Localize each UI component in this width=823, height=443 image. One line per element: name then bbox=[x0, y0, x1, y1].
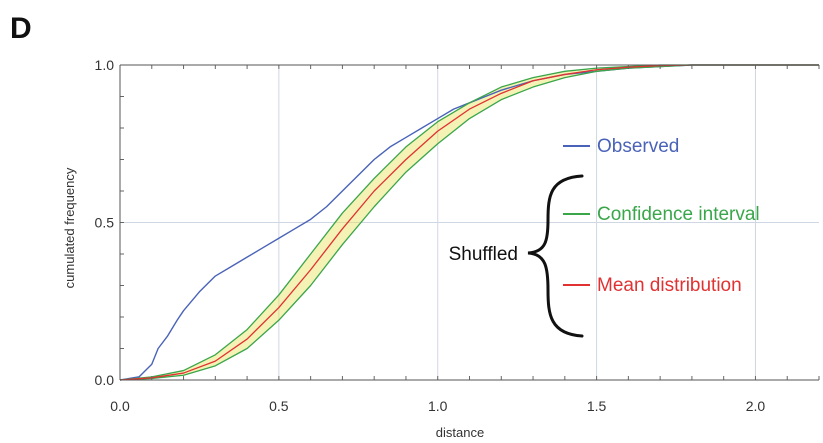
x-tick-label: 0.5 bbox=[269, 398, 289, 414]
y-tick-label: 1.0 bbox=[95, 57, 115, 73]
y-tick-label: 0.0 bbox=[95, 372, 115, 388]
axes bbox=[119, 64, 820, 381]
legend-label-mean: Mean distribution bbox=[597, 275, 742, 296]
y-axis-label: cumulated frequency bbox=[62, 167, 77, 288]
x-tick-label: 1.0 bbox=[428, 398, 448, 414]
legend-group-label: Shuffled bbox=[449, 244, 518, 265]
legend-label-confidence: Confidence interval bbox=[597, 204, 760, 225]
tick-labels: 0.0 0.5 1.0 1.5 2.0 0.0 0.5 1.0 bbox=[95, 57, 766, 414]
y-tick-label: 0.5 bbox=[95, 215, 115, 231]
series-line-mean-distribution bbox=[119, 64, 819, 381]
confidence-band-fill bbox=[120, 65, 819, 380]
x-tick-label: 0.0 bbox=[110, 398, 130, 414]
shuffled-brace bbox=[527, 174, 584, 338]
legend: Observed Confidence interval Mean distri… bbox=[449, 136, 760, 338]
x-tick-label: 2.0 bbox=[746, 398, 766, 414]
panel-label: D bbox=[10, 12, 32, 45]
confidence-band bbox=[120, 65, 819, 380]
legend-label-observed: Observed bbox=[597, 136, 679, 157]
series-line-confidence-interval bbox=[119, 64, 819, 381]
series-lines bbox=[119, 64, 819, 381]
x-axis-label: distance bbox=[436, 425, 484, 440]
x-tick-label: 1.5 bbox=[587, 398, 607, 414]
